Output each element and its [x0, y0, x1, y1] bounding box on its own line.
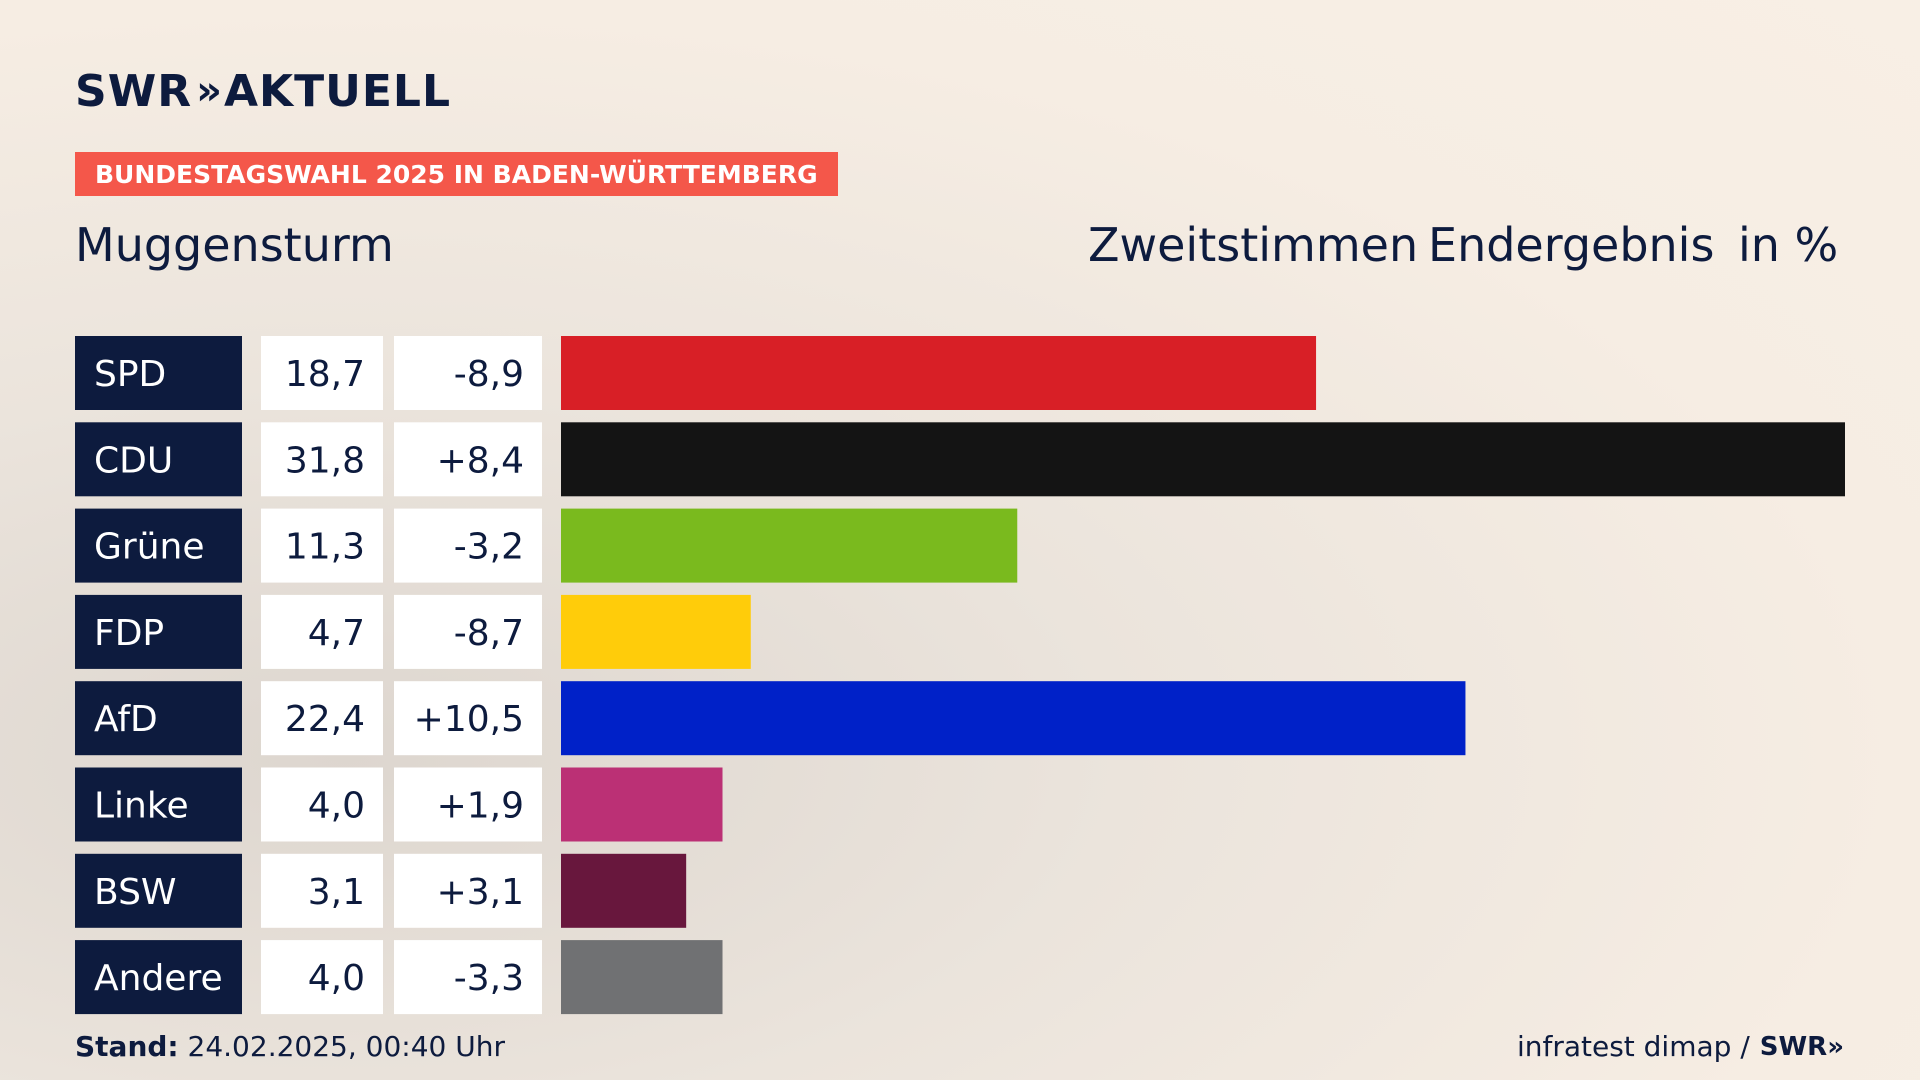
party-label-box: [75, 422, 242, 497]
value-label: 4,0: [308, 958, 365, 999]
party-label: BSW: [94, 872, 177, 913]
votes-label: Zweitstimmen: [1088, 218, 1419, 272]
change-label: +8,4: [437, 440, 524, 481]
change-box: [394, 940, 542, 1015]
value-box: [261, 336, 383, 410]
election-banner: BUNDESTAGSWAHL 2025 IN BADEN-WÜRTTEMBERG: [75, 152, 838, 196]
party-label-box: [75, 681, 242, 756]
value-box: [261, 422, 383, 497]
bar: [561, 940, 723, 1015]
party-label-box: [75, 940, 242, 1015]
change-label: -8,9: [454, 354, 524, 395]
party-label-box: [75, 767, 242, 842]
status-label: Endergebnis: [1428, 218, 1715, 272]
change-box: [394, 508, 542, 583]
value-label: 18,7: [285, 354, 365, 395]
logo-swr: SWR: [75, 65, 193, 117]
party-label: CDU: [94, 440, 173, 481]
swr-aktuell-logo: SWR » AKTUELL: [75, 65, 451, 117]
party-label-box: [75, 508, 242, 583]
party-label: AfD: [94, 699, 158, 740]
change-label: +1,9: [437, 786, 524, 827]
value-label: 4,0: [308, 786, 365, 827]
change-box: [394, 422, 542, 497]
change-box: [394, 853, 542, 928]
value-box: [261, 681, 383, 756]
party-label-box: [75, 594, 242, 669]
change-label: -3,2: [454, 527, 524, 568]
bar: [561, 508, 1018, 583]
swr-small-logo: SWR»: [1759, 1031, 1844, 1062]
change-box: [394, 594, 542, 669]
timestamp-label: Stand:: [75, 1030, 179, 1063]
bar: [561, 422, 1845, 497]
value-label: 3,1: [308, 872, 365, 913]
value-box: [261, 508, 383, 583]
value-box: [261, 594, 383, 669]
bar: [561, 336, 1317, 410]
logo-aktuell: AKTUELL: [223, 65, 451, 117]
bar: [561, 853, 687, 928]
party-label: SPD: [94, 354, 166, 395]
party-label: Grüne: [94, 527, 204, 568]
bar: [561, 767, 723, 842]
source-credit: infratest dimap / SWR»: [1517, 1030, 1844, 1063]
change-label: -3,3: [454, 958, 524, 999]
value-box: [261, 767, 383, 842]
change-box: [394, 767, 542, 842]
value-label: 31,8: [285, 440, 365, 481]
place-title: Muggensturm: [75, 218, 394, 272]
party-label-box: [75, 336, 242, 410]
change-label: +3,1: [437, 872, 524, 913]
value-box: [261, 853, 383, 928]
unit-label: in %: [1738, 218, 1839, 272]
value-label: 22,4: [285, 699, 365, 740]
party-label: Andere: [94, 958, 223, 999]
source-text: infratest dimap /: [1516, 1030, 1750, 1063]
value-label: 4,7: [308, 613, 365, 654]
change-box: [394, 681, 542, 756]
party-label-box: [75, 853, 242, 928]
value-box: [261, 940, 383, 1015]
value-label: 11,3: [285, 527, 365, 568]
party-label: Linke: [94, 786, 189, 827]
change-label: -8,7: [454, 613, 524, 654]
bar: [561, 681, 1466, 756]
timestamp: Stand: 24.02.2025, 00:40 Uhr: [75, 1030, 505, 1063]
timestamp-value: 24.02.2025, 00:40 Uhr: [187, 1030, 505, 1063]
party-label: FDP: [94, 613, 164, 654]
bar: [561, 594, 751, 669]
change-label: +10,5: [414, 699, 524, 740]
change-box: [394, 336, 542, 410]
